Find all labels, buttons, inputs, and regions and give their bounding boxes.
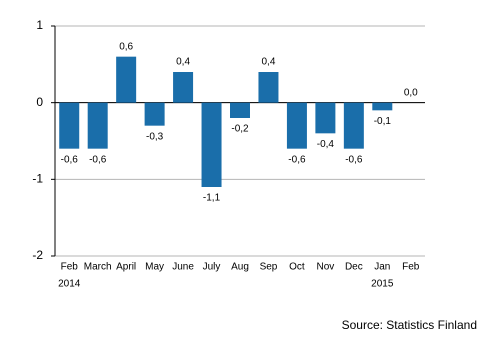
value-label: -0,6 <box>89 154 107 165</box>
value-label: -1,1 <box>203 193 221 204</box>
bar <box>286 102 307 149</box>
year-label: 2014 <box>58 279 81 290</box>
x-tick-label: Nov <box>316 262 334 273</box>
x-tick-label: July <box>203 262 221 273</box>
source-note: Source: Statistics Finland <box>342 318 477 332</box>
bar <box>87 102 108 149</box>
x-tick-label: Aug <box>231 262 249 273</box>
bar <box>201 102 222 187</box>
value-label: -0,6 <box>345 154 363 165</box>
bar <box>315 102 336 134</box>
value-label: -0,2 <box>231 124 249 135</box>
y-tick-label: -1 <box>32 172 43 186</box>
value-label: -0,6 <box>61 154 79 165</box>
x-tick-label: March <box>84 262 112 273</box>
year-label: 2015 <box>371 279 394 290</box>
x-tick-label: Feb <box>61 262 79 273</box>
x-tick-label: Sep <box>260 262 278 273</box>
x-tick-label: April <box>116 262 136 273</box>
x-tick-label: Feb <box>402 262 420 273</box>
y-tick-label: 0 <box>36 95 43 109</box>
value-label: -0,6 <box>288 154 306 165</box>
bar <box>116 56 137 103</box>
bar <box>258 72 279 103</box>
x-tick-label: June <box>172 262 194 273</box>
value-label: -0,4 <box>317 139 335 150</box>
y-tick-label: 1 <box>36 18 43 32</box>
value-label: 0,6 <box>119 41 133 52</box>
y-tick-label: -2 <box>32 248 43 262</box>
bar <box>173 72 194 103</box>
x-tick-label: May <box>145 262 164 273</box>
value-label: -0,1 <box>374 116 392 127</box>
x-tick-label: Jan <box>374 262 390 273</box>
bar <box>343 102 364 149</box>
value-label: 0,0 <box>404 87 418 98</box>
bar <box>144 102 165 126</box>
value-label: 0,4 <box>262 57 276 68</box>
bar <box>230 102 250 118</box>
bar <box>372 102 393 111</box>
bar <box>59 102 80 149</box>
value-label: 0,4 <box>176 57 190 68</box>
x-tick-label: Oct <box>289 262 305 273</box>
value-label: -0,3 <box>146 131 164 142</box>
x-tick-label: Dec <box>345 262 363 273</box>
